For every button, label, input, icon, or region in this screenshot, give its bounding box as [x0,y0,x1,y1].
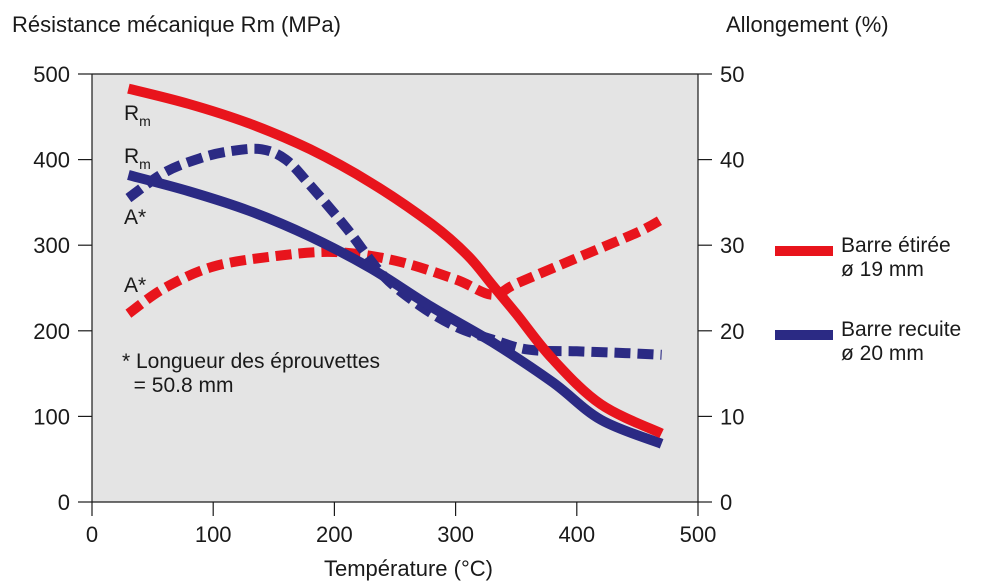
drawn-bar-elongation-line [125,215,665,318]
y-right-tick-label: 20 [720,319,744,344]
y-right-tick-label: 50 [720,62,744,87]
legend-label: Barre étirée ø 19 mm [841,234,951,281]
y-left-tick-label: 100 [33,404,70,429]
y-right-axis-title: Allongement (%) [726,12,889,37]
annealed-bar-rm-line [127,170,664,449]
y-left-tick-label: 500 [33,62,70,87]
rm-label-blue: Rm [124,145,151,172]
legend-swatch-red [775,246,833,256]
x-tick-label: 200 [316,522,353,547]
y-left-tick-label: 300 [33,233,70,258]
y-left-tick-label: 400 [33,148,70,173]
y-right-tick-label: 0 [720,490,732,515]
x-tick-label: 400 [558,522,595,547]
y-right-tick-label: 10 [720,404,744,429]
y-right-tick-label: 40 [720,148,744,173]
a-label-blue: A* [124,206,146,229]
footnote-line: * Longueur des éprouvettes [122,350,380,373]
x-tick-label: 0 [86,522,98,547]
x-axis-title: Température (°C) [324,556,493,581]
legend-label: Barre recuite ø 20 mm [841,318,962,365]
x-tick-label: 300 [437,522,474,547]
y-right-tick-label: 30 [720,233,744,258]
legend-swatch-blue [775,330,833,340]
y-left-tick-label: 0 [58,490,70,515]
specimen-length-note: * Longueur des éprouvettes = 50.8 mm [122,350,380,397]
axes [78,73,712,516]
x-tick-label: 100 [195,522,232,547]
y-left-tick-label: 200 [33,319,70,344]
a-label-red: A* [124,274,146,297]
y-left-axis-title: Résistance mécanique Rm (MPa) [12,12,341,37]
drawn-bar-rm-line [127,83,664,439]
rm-label-red: Rm [124,102,151,129]
series-group [125,83,665,449]
x-tick-label: 500 [680,522,717,547]
annotations: Rm Rm A* A* * Longueur des éprouvettes =… [122,102,380,397]
footnote-line: = 50.8 mm [122,374,233,397]
